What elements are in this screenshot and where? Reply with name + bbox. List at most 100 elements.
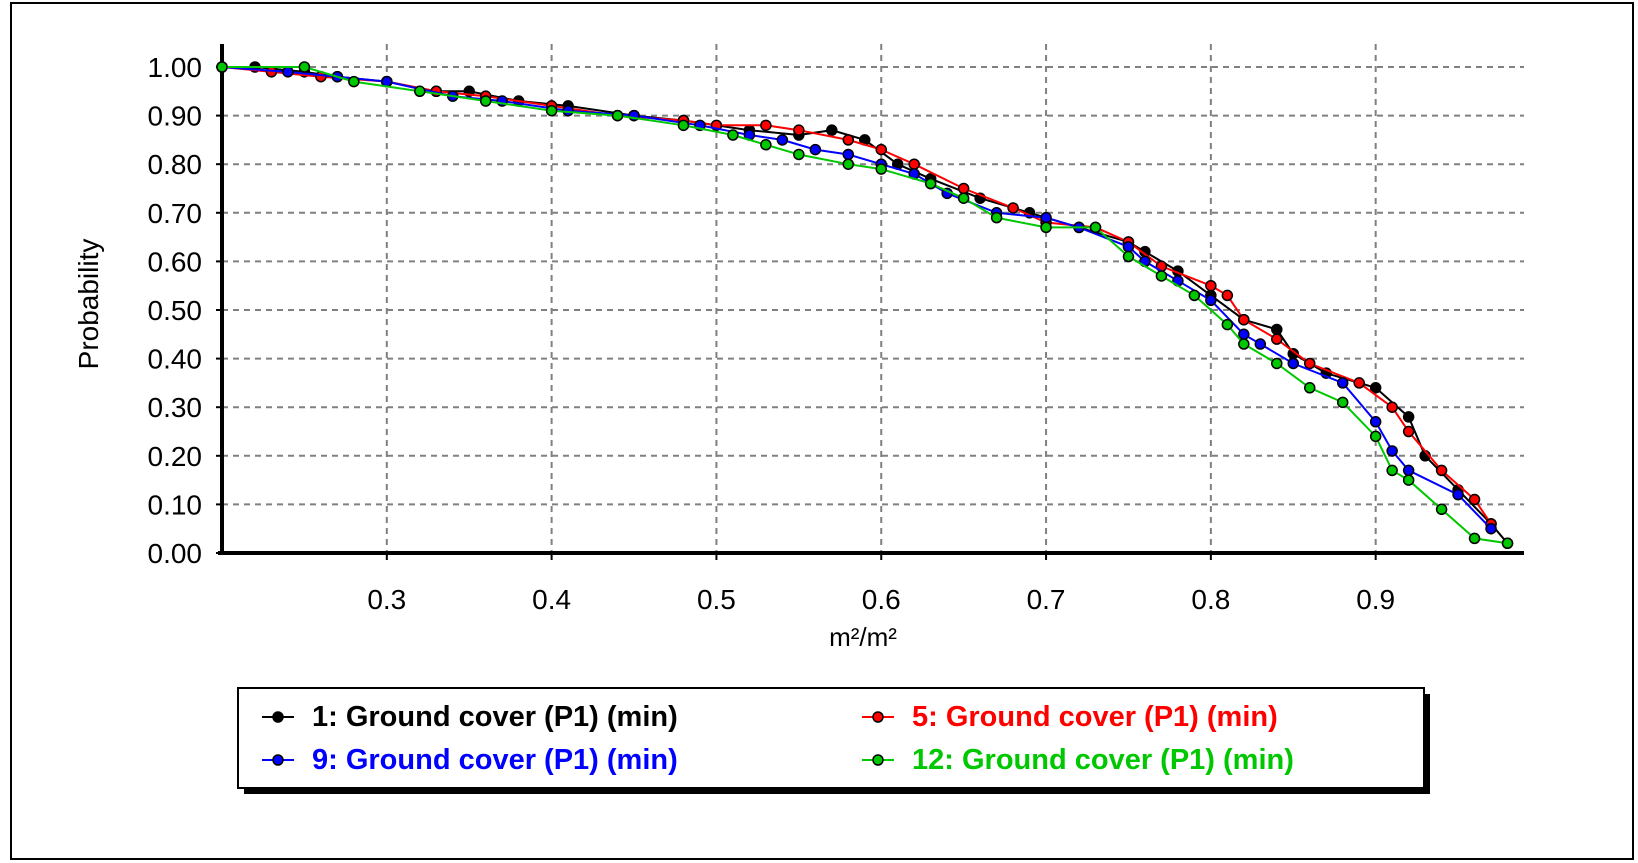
data-point (1402, 464, 1415, 477)
data-point (793, 148, 805, 161)
y-tick-label: 0.10 (148, 489, 203, 520)
data-point (1501, 537, 1514, 550)
data-point (1303, 382, 1316, 394)
x-tick-label: 0.7 (1027, 584, 1066, 615)
data-point (1007, 202, 1019, 214)
data-point (908, 158, 920, 170)
data-point (1386, 464, 1398, 477)
legend-item-3: 9: Ground cover (P1) (min) (262, 744, 678, 776)
data-point (776, 134, 789, 146)
data-point (479, 95, 492, 107)
data-point (1089, 221, 1102, 234)
data-point (809, 143, 822, 156)
y-tick-label: 0.20 (148, 441, 203, 472)
data-point (414, 85, 426, 98)
y-tick-label: 0.70 (148, 198, 203, 229)
y-tick-label: 0.40 (148, 344, 203, 375)
chart-frame: 0.00 0.10 0.20 0.30 0.40 0.50 0.60 0.70 0.80 0.90… (10, 2, 1634, 860)
data-point (1205, 279, 1217, 292)
data-point (1238, 328, 1250, 341)
series-3 (216, 61, 1497, 535)
legend-label: 9: Ground cover (P1) (min) (312, 744, 678, 776)
data-point (1369, 430, 1382, 443)
data-point (1468, 532, 1481, 545)
data-point (842, 158, 855, 170)
legend-swatch-marker (272, 711, 284, 723)
data-point (760, 119, 772, 132)
data-point (1040, 221, 1052, 234)
series-1 (216, 61, 1514, 550)
data-point (1238, 338, 1250, 350)
data-point (1271, 333, 1283, 345)
data-point (1452, 488, 1464, 501)
data-point (677, 119, 690, 132)
x-tick-label: 0.5 (697, 584, 736, 615)
x-tick-labels: 0.3 0.4 0.5 0.6 0.7 0.8 0.9 (367, 553, 1395, 615)
y-tick-label: 0.60 (148, 246, 203, 277)
data-point (1205, 294, 1217, 307)
y-tick-label: 0.90 (148, 101, 203, 132)
legend-label: 5: Ground cover (P1) (min) (912, 701, 1278, 733)
data-point (545, 104, 558, 117)
series-2 (216, 61, 1497, 530)
data-point (1402, 425, 1415, 438)
data-point (1369, 416, 1382, 428)
data-point (1336, 377, 1349, 389)
legend-item-1: 1: Ground cover (P1) (min) (262, 701, 678, 733)
data-point (282, 66, 294, 78)
data-point (1468, 493, 1481, 506)
x-tick-label: 0.3 (367, 584, 406, 615)
series-group (216, 61, 1514, 550)
legend-item-2: 5: Ground cover (P1) (min) (862, 701, 1278, 733)
data-point (1254, 338, 1267, 350)
x-tick-label: 0.6 (862, 584, 901, 615)
chart-svg: 0.00 0.10 0.20 0.30 0.40 0.50 0.60 0.70 0.80 0.90… (73, 44, 1524, 794)
legend-swatch-marker (872, 711, 884, 723)
data-point (1402, 474, 1415, 486)
data-point (842, 148, 855, 161)
series-line (221, 66, 1492, 530)
data-point (957, 192, 970, 204)
data-point (1303, 357, 1316, 370)
y-tick-label: 0.50 (148, 295, 203, 326)
y-tick-label: 0.00 (148, 538, 203, 569)
data-point (727, 129, 739, 141)
data-point (1271, 323, 1283, 336)
data-point (1485, 522, 1497, 535)
data-point (1271, 357, 1283, 370)
data-point (875, 163, 887, 175)
data-point (990, 211, 1003, 224)
y-axis-label: Probability (73, 239, 104, 370)
data-point (1386, 445, 1398, 457)
y-tick-labels: 0.00 0.10 0.20 0.30 0.40 0.50 0.60 0.70 0.80 0.90… (148, 52, 222, 569)
x-tick-label: 0.4 (532, 584, 571, 615)
x-axis-label: m²/m² (829, 622, 897, 652)
data-point (1386, 401, 1398, 413)
data-point (298, 61, 311, 73)
data-point (760, 139, 772, 151)
legend-swatch-marker (872, 754, 884, 766)
data-point (1287, 357, 1300, 370)
series-line (222, 66, 1508, 545)
data-point (1040, 211, 1052, 224)
y-tick-label: 0.30 (148, 392, 203, 423)
legend-label: 12: Ground cover (P1) (min) (912, 744, 1294, 776)
data-point (1221, 289, 1234, 302)
data-point (1122, 250, 1135, 263)
data-point (1435, 464, 1448, 477)
data-point (1336, 396, 1349, 409)
y-tick-label: 0.80 (148, 149, 203, 180)
data-point (875, 143, 887, 156)
series-4 (216, 61, 1514, 550)
data-point (957, 182, 970, 195)
data-point (1155, 270, 1168, 282)
data-point (826, 124, 838, 136)
data-point (1188, 289, 1201, 302)
legend-box (237, 687, 1425, 789)
x-tick-label: 0.8 (1191, 584, 1230, 615)
data-point (1122, 241, 1135, 253)
grid-lines (222, 44, 1524, 553)
series-line (221, 66, 1492, 525)
legend-swatch-marker (272, 754, 284, 766)
data-point (793, 124, 805, 136)
